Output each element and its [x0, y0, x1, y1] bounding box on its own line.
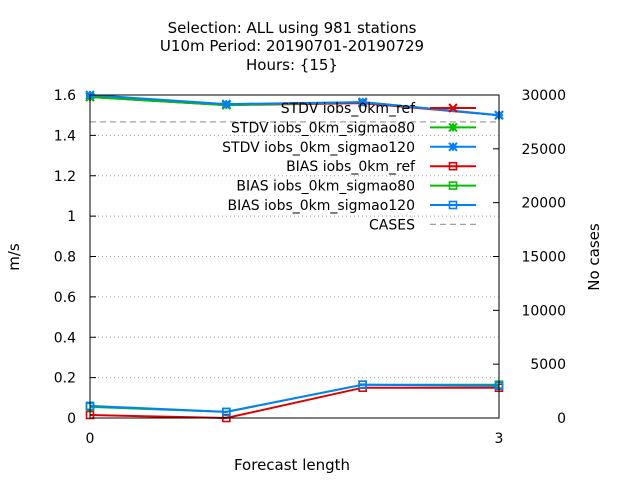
- data-point: [221, 99, 232, 109]
- y-tick-label: 0.8: [54, 250, 76, 266]
- y-tick-label: 1.6: [54, 88, 76, 104]
- legend-label: STDV iobs_0km_ref: [281, 101, 416, 117]
- legend-item: STDV iobs_0km_ref: [281, 101, 476, 117]
- legend-label: BIAS iobs_0km_ref: [286, 159, 416, 175]
- legend-label: BIAS iobs_0km_sigmao80: [236, 179, 415, 195]
- y-tick-label: 0.4: [54, 330, 76, 346]
- y2-tick-label: 20000: [521, 196, 566, 212]
- legend: STDV iobs_0km_ref STDV iobs_0km_sigmao80 S…: [222, 101, 476, 233]
- legend-label: STDV iobs_0km_sigmao120: [222, 140, 415, 156]
- y-tick-label: 0.6: [54, 290, 76, 306]
- legend-marker: [448, 122, 458, 133]
- axis-ticks: 0 0.2 0.4 0.6 0.8 1 1.2 1.4 1.6 0 5000 10000 15000 20…: [54, 88, 566, 447]
- legend-label: BIAS iobs_0km_sigmao120: [227, 198, 415, 214]
- legend-marker: [448, 181, 458, 190]
- y2-tick-label: 15000: [521, 250, 566, 266]
- y-tick-label: 1: [67, 209, 76, 225]
- legend-item: STDV iobs_0km_sigmao80: [231, 120, 476, 136]
- y-tick-label: 0.2: [54, 371, 76, 387]
- legend-item: STDV iobs_0km_sigmao120: [222, 140, 476, 156]
- chart-title-line-2: U10m Period: 20190701-20190729: [160, 37, 424, 55]
- y2-tick-label: 5000: [530, 357, 566, 373]
- grid: [90, 134, 499, 379]
- chart-title: Selection: ALL using 981 stations U10m P…: [160, 19, 424, 74]
- legend-marker: [448, 161, 458, 171]
- y2-tick-label: 0: [557, 411, 566, 427]
- data-point: [222, 407, 231, 417]
- data-point: [357, 97, 368, 107]
- series-line: [89, 386, 499, 420]
- legend-item: BIAS iobs_0km_ref: [286, 159, 476, 175]
- legend-item: CASES: [369, 217, 476, 233]
- y-axis-label: m/s: [5, 243, 23, 271]
- data-point: [358, 380, 367, 389]
- legend-marker: [448, 200, 458, 210]
- x-axis-label: Forecast length: [234, 456, 350, 474]
- legend-item: BIAS iobs_0km_sigmao120: [227, 198, 476, 214]
- y-tick-label: 1.2: [54, 169, 76, 185]
- legend-label: STDV iobs_0km_sigmao80: [231, 120, 415, 136]
- series-5: [85, 380, 504, 417]
- y2-tick-label: 10000: [521, 303, 566, 319]
- chart-title-line-3: Hours: {15}: [246, 56, 338, 74]
- legend-marker: [448, 142, 458, 152]
- y-tick-label: 1.4: [54, 128, 76, 144]
- x-tick-label: 0: [86, 431, 95, 447]
- series-line: [89, 383, 500, 413]
- legend-marker: [448, 103, 458, 113]
- y2-tick-label: 30000: [521, 88, 566, 104]
- y2-axis-label: No cases: [585, 223, 603, 291]
- y2-tick-label: 25000: [521, 142, 566, 158]
- legend-label: CASES: [369, 217, 415, 233]
- series-3: [85, 383, 504, 423]
- x-tick-label: 3: [495, 431, 504, 447]
- chart-title-line-1: Selection: ALL using 981 stations: [168, 19, 417, 37]
- y-tick-label: 0: [67, 411, 76, 427]
- legend-item: BIAS iobs_0km_sigmao80: [236, 179, 476, 195]
